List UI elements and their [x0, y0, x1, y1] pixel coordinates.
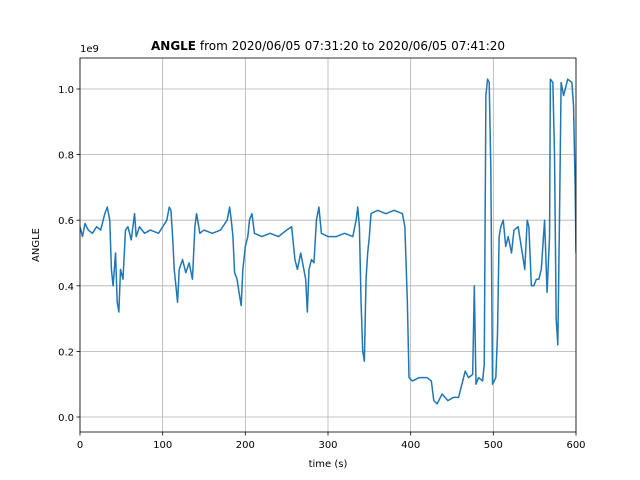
x-tick-label: 600: [566, 440, 585, 451]
x-tick-label: 500: [484, 440, 503, 451]
offset-label: 1e9: [80, 44, 99, 55]
x-tick-label: 0: [77, 440, 83, 451]
x-tick-label: 100: [153, 440, 172, 451]
data-line: [80, 78, 576, 405]
y-tick-label: 0.8: [58, 151, 74, 162]
chart-title: ANGLE from 2020/06/05 07:31:20 to 2020/0…: [151, 39, 505, 53]
y-tick-label: 0.0: [58, 413, 74, 424]
x-tick-label: 400: [401, 440, 420, 451]
y-axis-label: ANGLE: [31, 228, 42, 262]
y-tick-label: 0.4: [58, 282, 74, 293]
x-tick-label: 200: [236, 440, 255, 451]
title-bold: ANGLE: [151, 39, 196, 53]
y-tick-label: 0.6: [58, 216, 74, 227]
x-axis-label: time (s): [309, 459, 348, 470]
plot-frame: [79, 57, 577, 433]
y-tick-label: 1.0: [58, 85, 74, 96]
y-tick-label: 0.2: [58, 347, 74, 358]
x-tick-label: 300: [318, 440, 337, 451]
title-rest: from 2020/06/05 07:31:20 to 2020/06/05 0…: [200, 39, 505, 53]
